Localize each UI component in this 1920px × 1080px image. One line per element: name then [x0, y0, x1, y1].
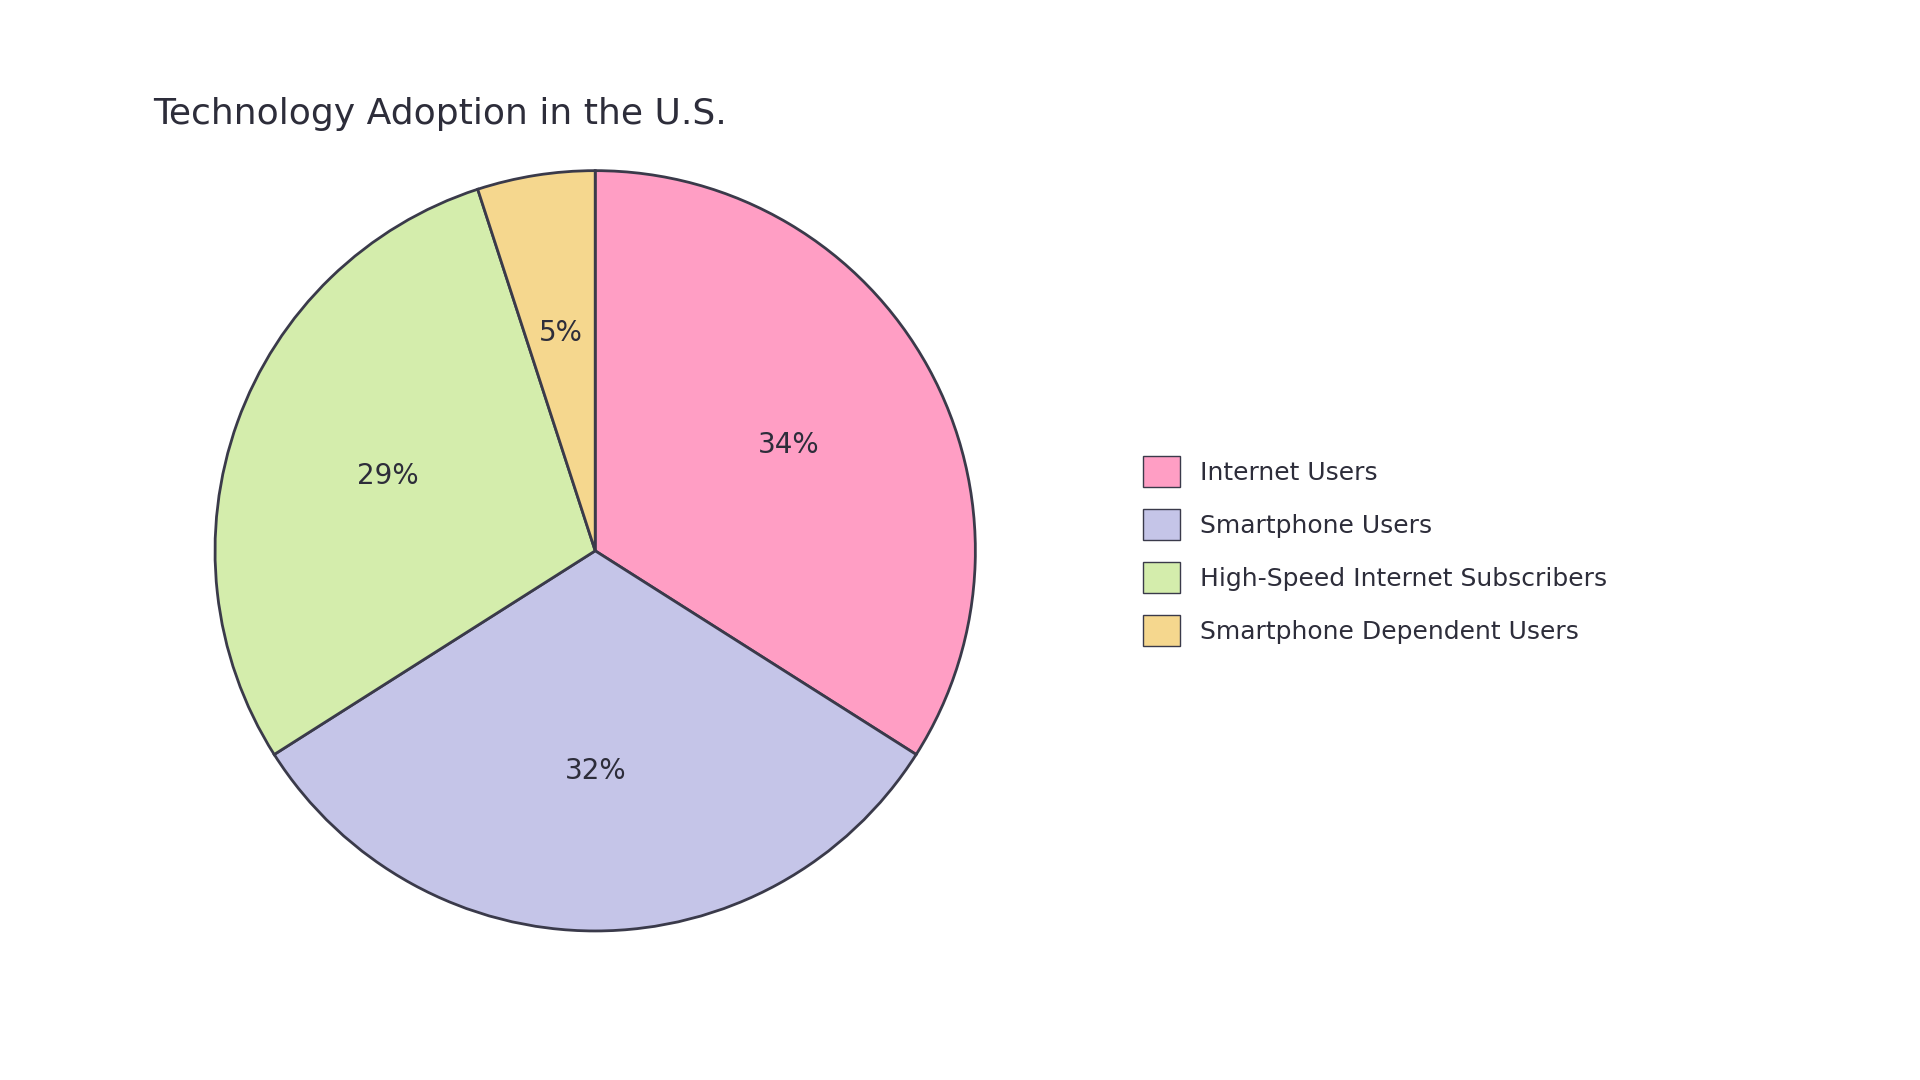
Wedge shape [595, 171, 975, 755]
Text: 5%: 5% [540, 319, 582, 347]
Text: 29%: 29% [357, 462, 419, 490]
Legend: Internet Users, Smartphone Users, High-Speed Internet Subscribers, Smartphone De: Internet Users, Smartphone Users, High-S… [1131, 444, 1620, 658]
Wedge shape [275, 551, 916, 931]
Text: Technology Adoption in the U.S.: Technology Adoption in the U.S. [154, 97, 728, 131]
Text: 34%: 34% [758, 431, 820, 459]
Wedge shape [478, 171, 595, 551]
Text: 32%: 32% [564, 757, 626, 785]
Wedge shape [215, 189, 595, 755]
